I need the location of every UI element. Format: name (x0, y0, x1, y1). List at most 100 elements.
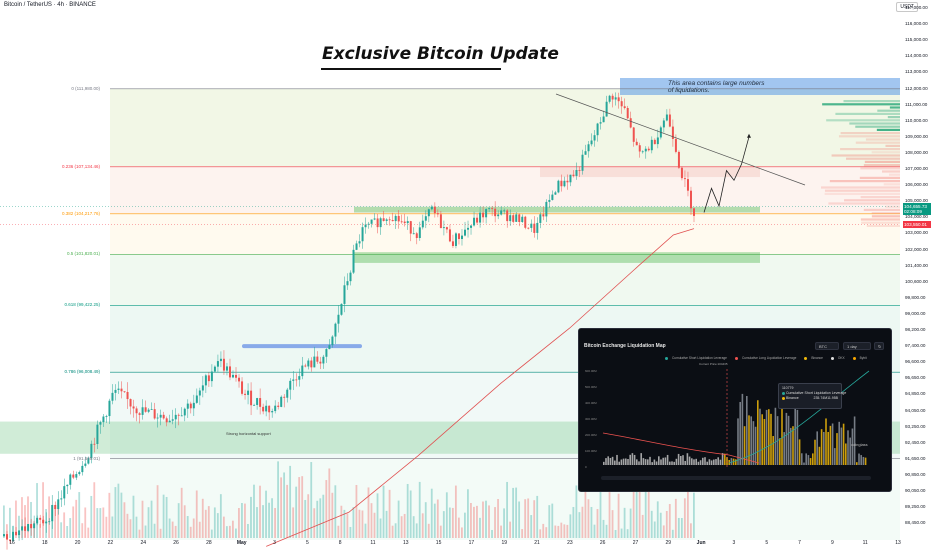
volume-bar (548, 505, 551, 538)
volume-bar (457, 517, 460, 538)
liquidity-bar (843, 100, 900, 103)
liquidation-bar (849, 437, 851, 465)
liquidation-bar (860, 455, 862, 465)
liquidation-bar (636, 459, 638, 465)
candle-body (629, 118, 632, 128)
candle-body (656, 137, 659, 145)
volume-bar (316, 500, 319, 538)
liquidation-bar (741, 393, 744, 465)
candle-body (355, 243, 358, 250)
volume-bar (650, 510, 653, 538)
volume-bar (671, 529, 674, 538)
candle-body (439, 214, 442, 229)
liquidity-bar (861, 221, 900, 224)
liquidation-bar (675, 458, 678, 465)
candle-body (12, 531, 15, 541)
volume-bar (424, 502, 427, 538)
volume-bar (476, 505, 478, 538)
candle-body (421, 220, 424, 228)
volume-bar (204, 509, 207, 538)
candle-body (367, 223, 370, 225)
volume-bar (355, 484, 358, 538)
volume-bar (192, 518, 195, 538)
volume-bar (105, 516, 108, 538)
candle-body (45, 521, 48, 524)
tooltip-title: 110779 (782, 386, 794, 390)
volume-bar (241, 503, 243, 538)
candle-body (683, 178, 686, 180)
volume-bar (349, 526, 352, 538)
candle-body (464, 229, 467, 236)
candle-body (201, 385, 204, 391)
candle-body (644, 148, 647, 152)
liquidation-map-title: Bitcoin Exchange Liquidation Map (584, 343, 666, 349)
candle-body (605, 101, 608, 117)
candle-body (66, 484, 69, 487)
candle-body (9, 539, 12, 541)
volume-bar (183, 505, 186, 538)
refresh-icon[interactable]: ↻ (874, 342, 884, 350)
candle-body (280, 396, 283, 407)
volume-bar (162, 494, 165, 538)
volume-bar (9, 507, 11, 538)
inset-axis-label: 400.00M (585, 401, 597, 405)
volume-bar (391, 525, 394, 538)
candle-body (488, 208, 491, 210)
price-tick-label: 104,000.00 (905, 214, 928, 220)
fib-label: 1 (91,660.01) (73, 455, 100, 461)
volume-bar (322, 494, 325, 538)
inset-axis-label: 500.00M (585, 385, 597, 389)
time-tick-label: 28 (206, 540, 212, 546)
liquidation-bar (658, 456, 660, 465)
price-tick-label: 100,600.00 (905, 278, 928, 284)
candle-body (626, 107, 629, 119)
time-tick-label: 8 (338, 540, 342, 546)
volume-bar (464, 512, 466, 538)
volume-bar (656, 501, 659, 538)
volume-bar (210, 529, 213, 538)
liquidation-bar (772, 436, 774, 465)
period-select[interactable]: 1 day (843, 342, 871, 350)
liquidity-bar (863, 208, 900, 211)
volume-bar (331, 492, 334, 538)
liquidation-bar (660, 459, 662, 465)
tooltip-row-value: 11.95B (827, 396, 838, 400)
candle-body (680, 167, 683, 179)
time-tick-label: Jun (696, 540, 706, 546)
fib-label: 0.5 (101,820.01) (66, 251, 100, 257)
candle-body (584, 151, 587, 155)
candle-body (219, 358, 222, 362)
liquidity-bar (859, 176, 900, 179)
volume-bar (485, 500, 487, 538)
liquidation-bar (807, 455, 810, 465)
exchange-select[interactable]: BTC (815, 342, 839, 350)
candle-body (283, 396, 286, 398)
candle-body (602, 116, 605, 123)
candle-body (394, 215, 397, 222)
liquidation-bar (862, 456, 865, 465)
candle-body (512, 215, 515, 222)
currency-button[interactable]: USDT (896, 2, 918, 12)
volume-bar (180, 487, 183, 538)
liquidation-bar (695, 458, 697, 465)
volume-bar (421, 513, 424, 538)
liquidation-bar (655, 461, 658, 465)
candle-body (171, 419, 174, 421)
time-tick-label: 11 (862, 540, 868, 546)
candle-body (454, 233, 457, 246)
candle-body (593, 135, 596, 141)
price-badge-countdown: 02:08:09 (904, 208, 922, 214)
candle-body (138, 413, 141, 415)
liquidation-bar (761, 414, 763, 465)
candle-body (524, 216, 527, 228)
liquidity-bar (855, 125, 900, 128)
volume-bar (280, 477, 283, 538)
volume-bar (51, 521, 54, 538)
volume-bar (63, 512, 66, 538)
volume-bar (87, 527, 90, 538)
volume-bar (545, 527, 548, 538)
liquidation-bar (790, 427, 792, 465)
candle-body (99, 422, 102, 425)
liquidity-bar (883, 183, 900, 186)
liquidation-bar (750, 416, 752, 465)
